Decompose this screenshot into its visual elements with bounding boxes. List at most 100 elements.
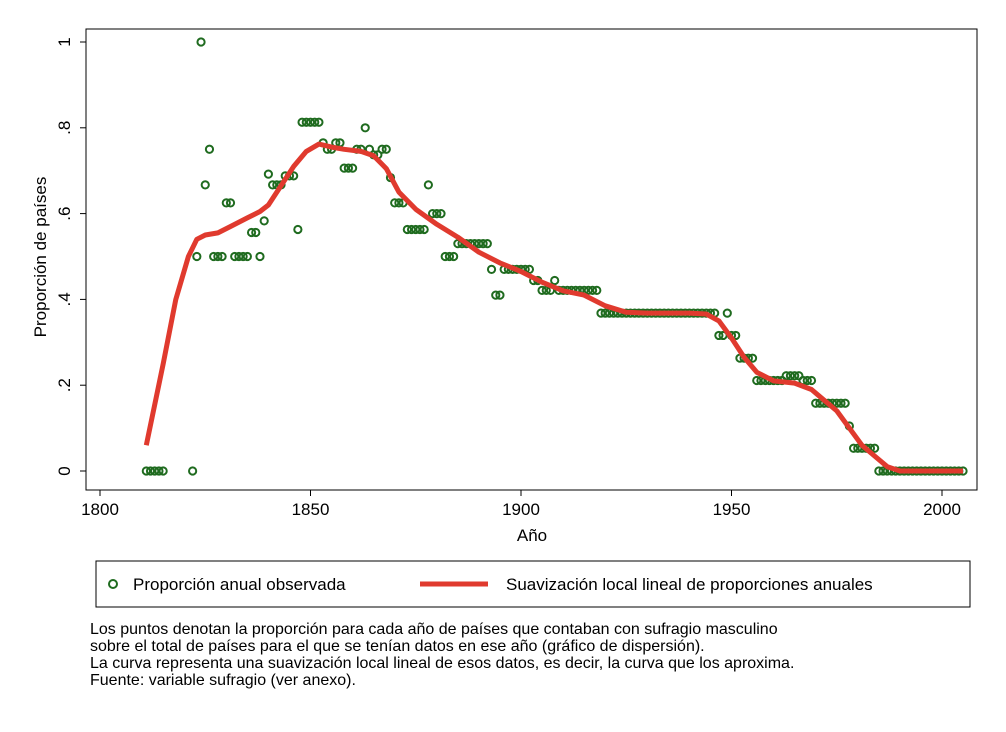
note-line-3: La curva representa una suavización loca… <box>90 655 795 672</box>
x-tick-label-0: 1800 <box>81 500 119 519</box>
data-point-21 <box>255 251 265 262</box>
data-point-61 <box>423 180 433 190</box>
data-point-15 <box>230 251 240 262</box>
data-point-17 <box>238 251 248 262</box>
data-point-53 <box>390 198 400 208</box>
data-point-22 <box>259 216 269 226</box>
data-point-12 <box>217 251 227 262</box>
data-point-10 <box>209 251 219 262</box>
data-point-18 <box>242 251 252 262</box>
y-tick-label-2: .4 <box>55 292 74 306</box>
data-point-32 <box>301 117 311 127</box>
x-tick-label-1: 1850 <box>292 500 330 519</box>
data-point-34 <box>310 117 320 127</box>
data-point-63 <box>432 209 442 219</box>
data-point-58 <box>411 224 421 235</box>
y-tick-label-0: 0 <box>55 466 74 475</box>
y-tick-label-4: .8 <box>55 121 74 135</box>
legend-label-observed: Proporción anual observada <box>133 575 346 594</box>
data-point-148 <box>790 371 800 381</box>
data-point-46 <box>360 123 370 133</box>
data-point-1 <box>145 466 156 476</box>
data-point-59 <box>415 224 425 235</box>
data-point-139 <box>752 375 762 386</box>
data-point-75 <box>482 239 492 249</box>
data-point-67 <box>449 251 459 262</box>
data-point-160 <box>840 398 850 408</box>
y-tick-label-1: .2 <box>55 378 74 392</box>
data-point-4 <box>158 466 168 476</box>
data-point-3 <box>154 466 164 476</box>
data-point-24 <box>268 180 278 190</box>
y-tick-label-5: 1 <box>55 37 74 46</box>
data-point-43 <box>348 163 358 173</box>
data-point-50 <box>377 144 387 154</box>
data-point-146 <box>781 371 791 381</box>
figure-notes: Los puntos denotan la proporción para ca… <box>90 621 995 689</box>
data-point-8 <box>200 180 210 190</box>
data-point-162 <box>848 443 859 453</box>
data-point-74 <box>478 239 488 249</box>
data-point-76 <box>486 264 497 274</box>
data-point-62 <box>427 209 438 219</box>
data-point-163 <box>853 443 863 453</box>
data-point-23 <box>263 169 273 179</box>
data-point-41 <box>339 163 349 173</box>
data-point-138 <box>747 353 758 363</box>
x-tick-label-3: 1950 <box>713 500 751 519</box>
data-point-54 <box>394 198 404 208</box>
data-point-31 <box>297 117 307 127</box>
data-point-16 <box>234 251 244 262</box>
data-point-66 <box>444 251 455 262</box>
data-point-73 <box>474 239 484 249</box>
legend-label-smoothed: Suavización local lineal de proporciones… <box>506 575 873 594</box>
note-line-1: Los puntos denotan la proporción para ca… <box>90 621 778 638</box>
x-tick-label-2: 1900 <box>502 500 540 519</box>
chart: 1800 1850 1900 1950 2000 0 .2 .4 .6 .8 1 Año Propo… <box>31 28 978 608</box>
data-point-89 <box>541 285 551 295</box>
legend-marker-observed <box>108 579 118 589</box>
legend: Proporción anual observada Suavización l… <box>95 560 971 608</box>
data-point-132 <box>722 308 732 318</box>
note-line-2: sobre el total de países para el que se … <box>90 638 705 655</box>
x-axis-label: Año <box>517 526 547 545</box>
data-point-60 <box>419 224 429 235</box>
data-point-152 <box>806 375 817 386</box>
data-point-0 <box>141 466 151 476</box>
data-point-88 <box>537 285 547 295</box>
scatter-series <box>141 37 968 476</box>
axes: 1800 1850 1900 1950 2000 0 .2 .4 .6 .8 1 <box>55 37 961 519</box>
data-point-14 <box>225 198 236 208</box>
y-tick-label-3: .6 <box>55 207 74 221</box>
data-point-153 <box>811 398 821 408</box>
data-point-30 <box>293 224 303 235</box>
data-point-158 <box>832 398 842 408</box>
data-point-7 <box>196 37 206 47</box>
data-point-102 <box>596 308 606 318</box>
data-point-19 <box>246 227 257 238</box>
data-point-6 <box>192 251 202 262</box>
data-point-20 <box>251 227 261 238</box>
data-point-65 <box>440 251 450 262</box>
data-point-167 <box>870 443 880 453</box>
data-point-169 <box>878 466 888 476</box>
data-point-91 <box>550 275 560 286</box>
data-point-101 <box>592 285 602 295</box>
plot-frame <box>85 28 978 491</box>
data-point-130 <box>714 330 724 341</box>
data-point-42 <box>343 163 353 173</box>
data-point-77 <box>491 290 501 300</box>
data-point-35 <box>314 117 324 127</box>
data-point-51 <box>381 144 391 154</box>
smoothed-line <box>143 141 963 474</box>
legend-box <box>95 560 971 608</box>
data-point-9 <box>204 144 215 154</box>
data-point-168 <box>874 466 884 476</box>
data-point-33 <box>305 117 316 127</box>
data-point-56 <box>402 224 412 235</box>
data-point-13 <box>221 198 231 208</box>
data-point-57 <box>406 224 417 235</box>
data-point-78 <box>495 290 505 300</box>
y-axis-label: Proporción de países <box>31 177 50 338</box>
note-line-4: Fuente: variable sufragio (ver anexo). <box>90 672 356 689</box>
